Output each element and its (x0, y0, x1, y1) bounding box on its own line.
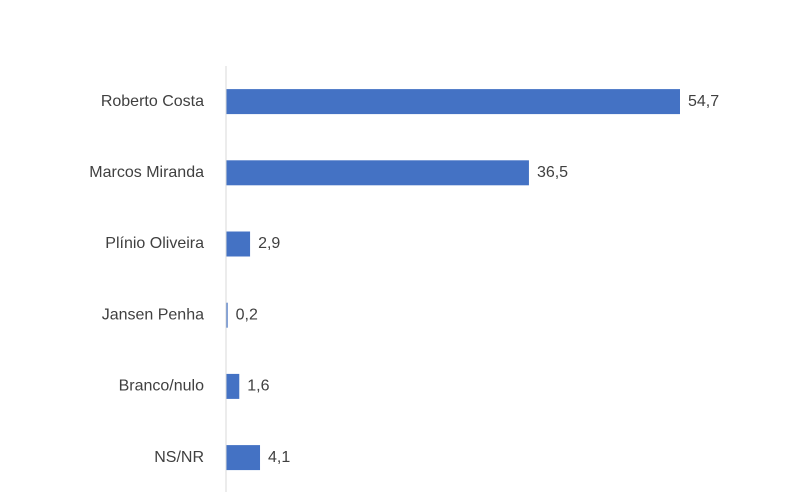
bar (226, 231, 251, 257)
category-label: Jansen Penha (102, 306, 204, 323)
value-label: 0,2 (236, 306, 258, 323)
category-label: NS/NR (154, 449, 204, 466)
bar (226, 160, 529, 186)
bar (226, 373, 240, 399)
category-label: Plínio Oliveira (105, 235, 204, 252)
bar (226, 302, 228, 328)
value-label: 36,5 (537, 164, 568, 181)
bar (226, 445, 261, 471)
value-label: 2,9 (258, 235, 280, 252)
category-label: Branco/nulo (119, 378, 204, 395)
value-label: 1,6 (247, 378, 269, 395)
category-label: Marcos Miranda (89, 164, 204, 181)
bar (226, 89, 680, 115)
value-label: 54,7 (688, 93, 719, 110)
value-label: 4,1 (268, 449, 290, 466)
category-label: Roberto Costa (101, 93, 204, 110)
